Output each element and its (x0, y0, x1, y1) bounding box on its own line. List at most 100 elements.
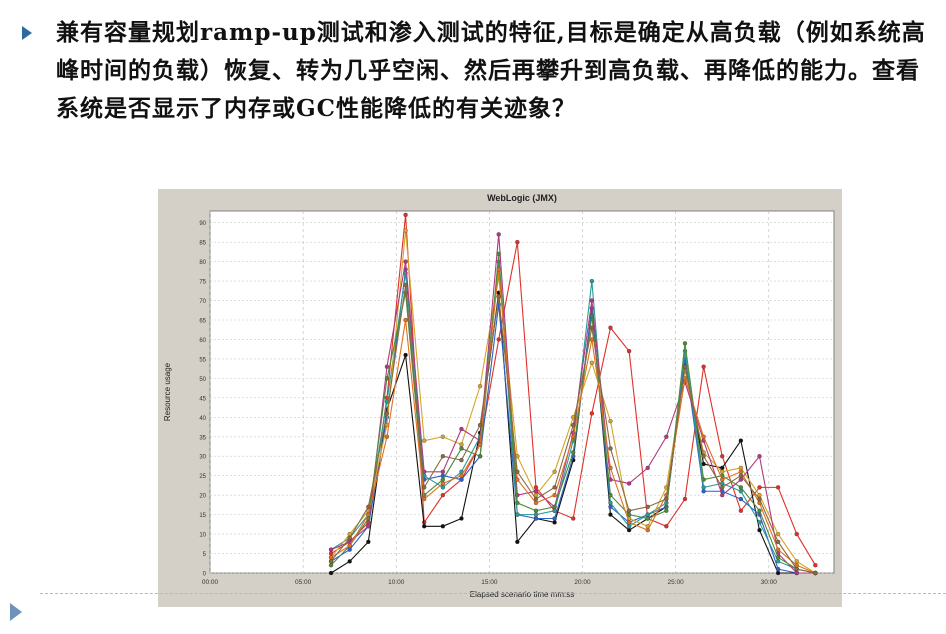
data-point (347, 535, 352, 541)
data-point (422, 438, 427, 443)
x-tick-label: 30:00 (761, 579, 778, 586)
data-point (738, 438, 744, 443)
data-point (571, 516, 576, 521)
data-point (403, 212, 408, 218)
data-point (552, 504, 557, 509)
data-point (347, 547, 352, 552)
data-point (533, 516, 539, 521)
y-tick-label: 30 (199, 455, 206, 461)
y-tick-label: 0 (203, 572, 207, 578)
data-point (757, 454, 762, 459)
data-point (608, 493, 613, 498)
data-point (682, 341, 688, 346)
data-point (626, 524, 632, 529)
data-point (459, 477, 464, 482)
y-tick-label: 60 (199, 338, 206, 344)
y-tick-label: 20 (199, 494, 206, 500)
data-point (571, 422, 576, 428)
x-axis-label: Elapsed scenario time mm:ss (470, 590, 574, 599)
data-point (701, 489, 706, 494)
data-point (440, 469, 445, 474)
data-point (384, 434, 390, 439)
y-tick-label: 10 (199, 533, 206, 539)
y-tick-label: 5 (203, 552, 207, 558)
data-point (440, 454, 445, 459)
data-point (328, 547, 334, 552)
data-point (664, 508, 669, 513)
data-point (589, 298, 595, 303)
data-point (533, 512, 539, 517)
y-tick-label: 80 (199, 260, 206, 266)
y-tick-label: 70 (199, 299, 206, 305)
y-axis-label: Resource usage (163, 362, 172, 421)
data-point (589, 278, 595, 284)
data-point (738, 473, 744, 478)
data-point (626, 528, 632, 533)
data-point (459, 457, 464, 463)
data-point (496, 294, 501, 299)
data-point (515, 500, 520, 506)
data-point (589, 360, 595, 365)
x-tick-label: 05:00 (295, 579, 312, 586)
data-point (533, 496, 539, 502)
data-point (775, 547, 781, 552)
data-point (775, 555, 781, 560)
data-point (608, 419, 613, 424)
data-point (738, 469, 744, 474)
data-point (775, 485, 781, 490)
data-point (720, 485, 725, 490)
data-point (347, 543, 352, 548)
data-point (496, 232, 501, 237)
x-tick-label: 15:00 (481, 579, 498, 586)
data-point (515, 512, 520, 517)
data-point (496, 251, 501, 256)
data-point (515, 477, 520, 482)
data-point (403, 259, 408, 264)
y-tick-label: 90 (199, 221, 206, 227)
data-point (440, 485, 445, 490)
data-point (496, 337, 501, 342)
data-point (738, 485, 744, 490)
data-point (552, 469, 557, 474)
line-chart: WebLogic (JMX) 0 5 10 15 20 25 30 35 40 45 50 55 60 65… (158, 189, 842, 607)
data-point (571, 434, 576, 439)
data-point (794, 566, 799, 572)
data-point (533, 500, 539, 506)
data-point (775, 566, 781, 572)
data-point (757, 508, 762, 513)
footer-arrow-icon (10, 603, 22, 621)
data-point (701, 434, 706, 439)
data-point (384, 364, 390, 369)
data-point (794, 559, 799, 564)
data-point (626, 508, 632, 513)
data-point (347, 559, 352, 564)
data-point (626, 481, 632, 486)
y-tick-label: 25 (199, 474, 206, 480)
data-point (459, 473, 464, 478)
bullet-arrow-icon (22, 26, 32, 40)
y-tick-label: 65 (199, 318, 206, 324)
data-point (720, 477, 725, 482)
data-point (440, 524, 445, 529)
data-point (589, 325, 595, 330)
data-point (645, 516, 650, 521)
data-point (328, 570, 334, 576)
data-point (701, 454, 706, 459)
data-point (608, 512, 613, 517)
data-point (682, 496, 688, 502)
data-point (552, 520, 557, 525)
data-point (664, 434, 669, 439)
data-point (552, 493, 557, 498)
data-point (459, 516, 464, 521)
data-point (477, 442, 483, 447)
data-point (757, 528, 762, 533)
data-point (608, 446, 613, 451)
data-point (384, 376, 390, 381)
data-point (757, 485, 762, 490)
y-tick-label: 15 (199, 513, 206, 519)
data-point (459, 442, 464, 447)
y-tick-label: 55 (199, 357, 206, 363)
data-point (328, 563, 334, 568)
data-point (440, 477, 445, 482)
data-point (552, 508, 557, 513)
